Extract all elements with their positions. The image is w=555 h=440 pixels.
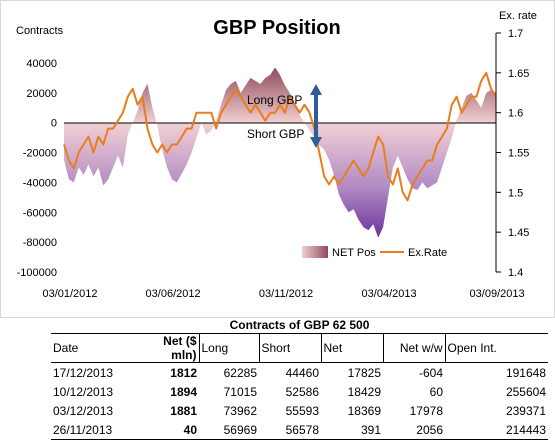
cell-long: 73962 [223, 403, 257, 418]
y-right-tick-label: 1.55 [508, 148, 529, 160]
header-long: Long [198, 333, 259, 363]
arrow-down-head [310, 137, 322, 148]
short-gbp-label: Short GBP [247, 127, 304, 141]
y-right-tick-label: 1.5 [508, 187, 523, 199]
cell-net-mln: 1812 [170, 365, 197, 380]
header-short: Short [258, 333, 321, 363]
x-tick-label: 03/11/2012 [259, 288, 313, 300]
cell-net: 18429 [347, 384, 381, 399]
legend-net-pos-label: NET Pos [332, 247, 376, 259]
cell-net-mln: 1894 [170, 384, 197, 399]
legend: NET Pos Ex.Rate [302, 246, 447, 259]
x-tick-label: 03/09/2013 [470, 288, 525, 300]
net-pos-area-short [64, 123, 456, 238]
cell-long: 71015 [223, 384, 257, 399]
cell-date: 03/12/2013 [53, 403, 114, 418]
y-left-label: Contracts [16, 25, 64, 37]
chart-title: GBP Position [213, 17, 340, 39]
table-row: 03/12/2013 1881 73962 55593 18369 17978 … [51, 401, 548, 420]
cell-date: 10/12/2013 [53, 384, 114, 399]
y-left-tick-label: -80000 [23, 237, 57, 249]
table-header-row: Date Net ($ mln) Long Short Net Net w/w … [51, 333, 548, 363]
header-date: Date [51, 333, 146, 363]
y-right-tick-label: 1.65 [508, 68, 529, 80]
cell-short: 55593 [285, 403, 319, 418]
y-left-tick-label: -60000 [23, 207, 57, 219]
y-right-tick-label: 1.4 [508, 267, 523, 279]
gbp-position-chart: GBP Position Contracts Ex. rate 40000 200… [0, 0, 555, 318]
cell-net-mln: 40 [146, 420, 199, 440]
cell-open-int: 191648 [505, 365, 546, 380]
cell-short: 56578 [259, 420, 321, 440]
chart-panel: GBP Position Contracts Ex. rate 40000 200… [0, 0, 555, 318]
cell-open-int: 255604 [505, 384, 546, 399]
y-left-tick-label: -100000 [17, 267, 57, 279]
table-row: 10/12/2013 1894 71015 52586 18429 60 255… [51, 382, 548, 401]
arrow-up-head [310, 84, 322, 95]
y-right-tick-label: 1.6 [508, 108, 523, 120]
table-row: 17/12/2013 1812 62285 44460 17825 -604 1… [51, 363, 548, 383]
x-tick-label: 03/01/2012 [42, 288, 97, 300]
long-gbp-label: Long GBP [247, 93, 302, 107]
cell-net-ww: 17978 [409, 403, 443, 418]
cell-date: 26/11/2013 [51, 420, 146, 440]
y-left-tick-label: 20000 [26, 88, 57, 100]
x-tick-label: 03/04/2013 [362, 288, 417, 300]
cell-net: 18369 [347, 403, 381, 418]
cell-short: 52586 [285, 384, 319, 399]
legend-net-pos-swatch [302, 246, 328, 258]
x-tick-label: 03/06/2012 [146, 288, 201, 300]
contracts-table: Date Net ($ mln) Long Short Net Net w/w … [51, 333, 548, 440]
cell-date: 17/12/2013 [53, 365, 114, 380]
cell-net: 17825 [347, 365, 381, 380]
cell-long: 56969 [199, 420, 259, 440]
y-left-tick-label: -20000 [23, 148, 57, 160]
cell-net-ww: 60 [429, 384, 443, 399]
cell-net-ww: -604 [418, 365, 443, 380]
table-row: 26/11/2013 40 56969 56578 391 2056 21444… [51, 420, 548, 440]
cell-net-ww: 2056 [383, 420, 445, 440]
cell-short: 44460 [285, 365, 319, 380]
cell-long: 62285 [223, 365, 257, 380]
y-right-tick-label: 1.45 [508, 227, 529, 239]
cell-open-int: 239371 [505, 403, 546, 418]
net-pos-area-long [64, 67, 496, 123]
header-net-ww: Net w/w [382, 333, 445, 363]
cell-net-mln: 1881 [170, 403, 197, 418]
header-open-int: Open Int. [444, 333, 548, 363]
cell-net: 391 [321, 420, 383, 440]
header-net: Net [320, 333, 383, 363]
contracts-table-panel: Contracts of GBP 62 500 Date Net ($ mln)… [51, 318, 548, 440]
ex-rate-line [63, 71, 497, 202]
y-right-label: Ex. rate [499, 10, 537, 22]
table-title: Contracts of GBP 62 500 [229, 318, 370, 332]
cell-open-int: 214443 [445, 420, 548, 440]
header-net-mln: Net ($ mln) [146, 333, 199, 363]
legend-ex-rate-label: Ex.Rate [408, 247, 447, 259]
y-left-tick-label: 0 [51, 118, 57, 130]
y-left-tick-label: -40000 [23, 177, 57, 189]
y-right-tick-label: 1.7 [508, 28, 523, 40]
y-left-tick-label: 40000 [26, 58, 57, 70]
